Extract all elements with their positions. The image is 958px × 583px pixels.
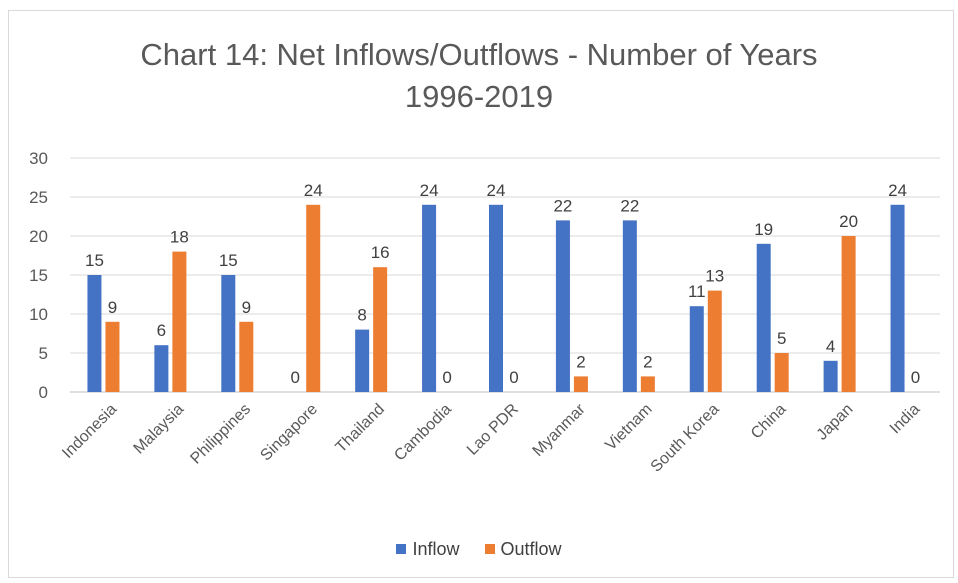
bar-outflow <box>774 353 789 392</box>
data-label: 18 <box>170 228 189 247</box>
bar-outflow <box>573 376 588 392</box>
data-label: 0 <box>509 368 518 387</box>
legend-item-outflow: Outflow <box>484 538 562 560</box>
bar-inflow <box>756 243 771 392</box>
bar-outflow <box>707 290 722 392</box>
bar-inflow <box>622 220 637 392</box>
data-label: 15 <box>219 251 238 270</box>
bar-inflow <box>422 204 437 392</box>
data-label: 0 <box>911 368 920 387</box>
data-label: 6 <box>157 321 166 340</box>
bar-inflow <box>890 204 905 392</box>
data-label: 0 <box>442 368 451 387</box>
data-label: 24 <box>487 181 506 200</box>
y-tick-label: 25 <box>29 188 48 207</box>
data-label: 0 <box>290 368 299 387</box>
data-label: 19 <box>754 220 773 239</box>
x-tick-label: India <box>887 401 924 438</box>
bar-inflow <box>87 275 102 392</box>
legend-label-inflow: Inflow <box>412 538 460 559</box>
x-tick-label: Malaysia <box>131 401 188 458</box>
data-label: 2 <box>576 352 585 371</box>
data-label: 15 <box>85 251 104 270</box>
x-tick-label: China <box>748 401 790 443</box>
x-tick-label: Thailand <box>333 401 388 456</box>
bar-outflow <box>306 204 321 392</box>
bar-outflow <box>640 376 655 392</box>
data-label: 22 <box>553 196 572 215</box>
x-tick-label: Vietnam <box>602 401 655 454</box>
bar-outflow <box>841 236 856 392</box>
legend-swatch-outflow <box>484 544 495 554</box>
chart-title-line1: Chart 14: Net Inflows/Outflows - Number … <box>140 37 818 72</box>
x-tick-label: Philippines <box>187 401 254 468</box>
data-label: 9 <box>242 298 251 317</box>
x-tick-label: South Korea <box>648 401 723 476</box>
bar-inflow <box>355 329 370 392</box>
x-tick-label: Cambodia <box>391 401 455 465</box>
bar-inflow <box>221 275 236 392</box>
data-label: 20 <box>839 212 858 231</box>
legend: Inflow Outflow <box>0 538 958 560</box>
data-label: 8 <box>357 306 366 325</box>
bar-outflow <box>172 251 187 392</box>
y-tick-label: 20 <box>29 227 48 246</box>
x-tick-label: Japan <box>814 401 857 444</box>
bar-inflow <box>689 306 704 392</box>
data-label: 5 <box>777 329 786 348</box>
bar-inflow <box>154 345 169 392</box>
bar-inflow <box>823 360 838 392</box>
y-tick-label: 0 <box>39 383 48 402</box>
data-label: 9 <box>108 298 117 317</box>
y-tick-label: 5 <box>39 344 48 363</box>
chart-title: Chart 14: Net Inflows/Outflows - Number … <box>0 34 958 118</box>
data-label: 24 <box>420 181 439 200</box>
data-label: 4 <box>826 337 835 356</box>
x-tick-label: Indonesia <box>59 401 120 462</box>
data-label: 24 <box>888 181 907 200</box>
x-tick-label: Myanmar <box>530 400 590 460</box>
data-label: 2 <box>643 352 652 371</box>
legend-item-inflow: Inflow <box>396 539 459 560</box>
y-tick-label: 30 <box>29 149 48 168</box>
bar-inflow <box>555 220 570 392</box>
chart-frame <box>8 10 954 578</box>
legend-label-outflow: Outflow <box>500 538 562 559</box>
x-tick-label: Lao PDR <box>464 401 522 459</box>
bar-outflow <box>239 321 254 392</box>
bar-inflow <box>489 204 503 392</box>
x-tick-label: Singapore <box>257 401 321 465</box>
data-label: 11 <box>688 282 706 301</box>
y-tick-label: 10 <box>29 305 48 324</box>
data-label: 22 <box>620 196 639 215</box>
data-label: 24 <box>304 181 323 200</box>
legend-swatch-inflow <box>396 544 407 554</box>
data-label: 13 <box>705 267 724 286</box>
data-label: 16 <box>371 243 390 262</box>
bar-outflow <box>105 321 120 392</box>
y-tick-label: 15 <box>29 266 48 285</box>
chart-title-line2: 1996-2019 <box>404 79 554 114</box>
bar-outflow <box>373 267 388 392</box>
